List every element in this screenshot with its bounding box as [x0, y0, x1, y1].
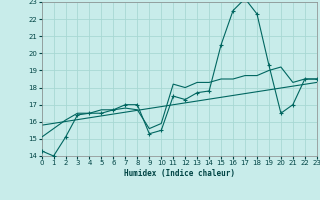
- X-axis label: Humidex (Indice chaleur): Humidex (Indice chaleur): [124, 169, 235, 178]
